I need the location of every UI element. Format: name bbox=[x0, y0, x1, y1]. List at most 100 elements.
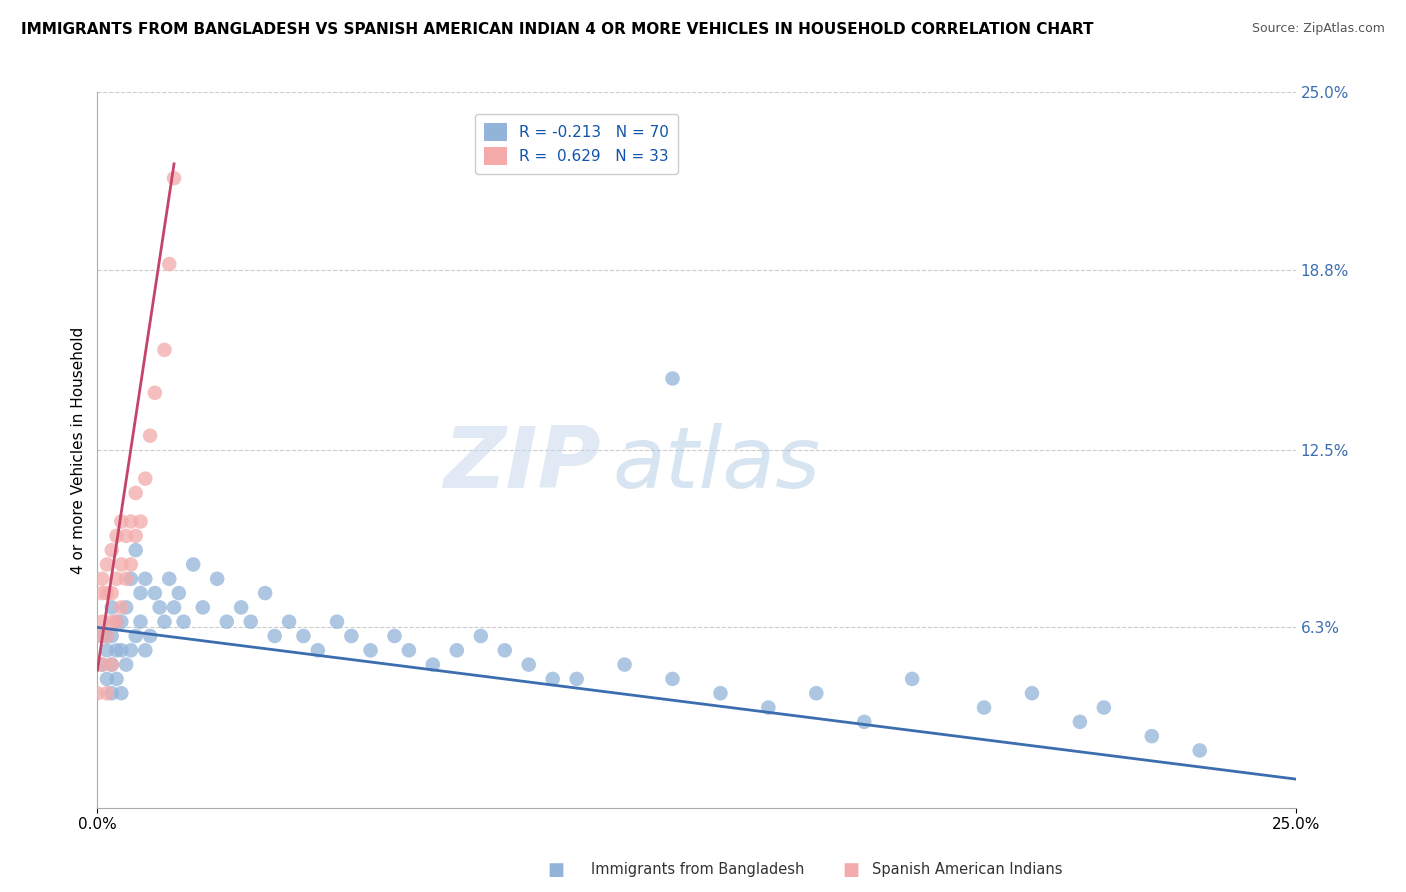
Point bbox=[100, 657, 122, 672]
Point bbox=[446, 643, 468, 657]
Point bbox=[398, 643, 420, 657]
Point bbox=[100, 543, 122, 558]
Point bbox=[806, 686, 828, 700]
Text: ■: ■ bbox=[842, 861, 859, 879]
Point bbox=[153, 615, 176, 629]
Point bbox=[115, 572, 138, 586]
Point bbox=[129, 615, 152, 629]
Point bbox=[100, 629, 122, 643]
Point bbox=[110, 615, 132, 629]
Point bbox=[105, 572, 128, 586]
Point bbox=[1069, 714, 1091, 729]
Point bbox=[115, 600, 138, 615]
Point bbox=[91, 615, 114, 629]
Point bbox=[96, 672, 118, 686]
Point bbox=[105, 615, 128, 629]
Point bbox=[263, 629, 285, 643]
Point bbox=[215, 615, 238, 629]
Point bbox=[1021, 686, 1043, 700]
Point bbox=[340, 629, 363, 643]
Point bbox=[278, 615, 301, 629]
Point bbox=[100, 657, 122, 672]
Point bbox=[231, 600, 253, 615]
Point bbox=[565, 672, 588, 686]
Text: Immigrants from Bangladesh: Immigrants from Bangladesh bbox=[591, 863, 804, 877]
Point bbox=[541, 672, 564, 686]
Point bbox=[110, 600, 132, 615]
Point bbox=[173, 615, 195, 629]
Point bbox=[96, 629, 118, 643]
Point bbox=[120, 643, 142, 657]
Point bbox=[134, 472, 156, 486]
Point bbox=[254, 586, 277, 600]
Point bbox=[139, 629, 162, 643]
Text: Source: ZipAtlas.com: Source: ZipAtlas.com bbox=[1251, 22, 1385, 36]
Point bbox=[86, 629, 108, 643]
Point bbox=[470, 629, 492, 643]
Point bbox=[110, 558, 132, 572]
Point bbox=[129, 586, 152, 600]
Point bbox=[129, 515, 152, 529]
Point bbox=[1188, 743, 1211, 757]
Point bbox=[517, 657, 540, 672]
Point bbox=[100, 600, 122, 615]
Point bbox=[100, 586, 122, 600]
Text: ZIP: ZIP bbox=[443, 423, 600, 506]
Point bbox=[96, 686, 118, 700]
Point bbox=[110, 515, 132, 529]
Point bbox=[134, 643, 156, 657]
Point bbox=[853, 714, 876, 729]
Point bbox=[96, 558, 118, 572]
Point bbox=[120, 515, 142, 529]
Point bbox=[153, 343, 176, 357]
Point bbox=[105, 643, 128, 657]
Point bbox=[120, 572, 142, 586]
Text: IMMIGRANTS FROM BANGLADESH VS SPANISH AMERICAN INDIAN 4 OR MORE VEHICLES IN HOUS: IMMIGRANTS FROM BANGLADESH VS SPANISH AM… bbox=[21, 22, 1094, 37]
Point bbox=[91, 572, 114, 586]
Point bbox=[105, 672, 128, 686]
Text: Spanish American Indians: Spanish American Indians bbox=[872, 863, 1062, 877]
Point bbox=[167, 586, 190, 600]
Point bbox=[105, 615, 128, 629]
Point bbox=[86, 686, 108, 700]
Point bbox=[115, 529, 138, 543]
Point bbox=[239, 615, 262, 629]
Point bbox=[163, 171, 186, 186]
Point bbox=[973, 700, 995, 714]
Y-axis label: 4 or more Vehicles in Household: 4 or more Vehicles in Household bbox=[72, 326, 86, 574]
Point bbox=[1092, 700, 1115, 714]
Point bbox=[125, 529, 148, 543]
Point bbox=[139, 428, 162, 442]
Point bbox=[100, 686, 122, 700]
Point bbox=[307, 643, 329, 657]
Point bbox=[1140, 729, 1163, 743]
Point bbox=[181, 558, 204, 572]
Point bbox=[613, 657, 636, 672]
Point bbox=[91, 657, 114, 672]
Point bbox=[91, 657, 114, 672]
Point bbox=[91, 586, 114, 600]
Point bbox=[110, 686, 132, 700]
Point bbox=[292, 629, 315, 643]
Point bbox=[125, 543, 148, 558]
Point bbox=[105, 529, 128, 543]
Point bbox=[143, 586, 166, 600]
Point bbox=[384, 629, 406, 643]
Point bbox=[191, 600, 214, 615]
Point bbox=[157, 572, 180, 586]
Point bbox=[360, 643, 382, 657]
Point bbox=[143, 385, 166, 400]
Point bbox=[96, 629, 118, 643]
Point bbox=[163, 600, 186, 615]
Legend: R = -0.213   N = 70, R =  0.629   N = 33: R = -0.213 N = 70, R = 0.629 N = 33 bbox=[475, 114, 678, 174]
Text: ■: ■ bbox=[547, 861, 564, 879]
Point bbox=[91, 629, 114, 643]
Point bbox=[901, 672, 924, 686]
Point bbox=[326, 615, 349, 629]
Point bbox=[110, 643, 132, 657]
Point bbox=[422, 657, 444, 672]
Point bbox=[96, 643, 118, 657]
Point bbox=[494, 643, 516, 657]
Point bbox=[157, 257, 180, 271]
Point bbox=[709, 686, 731, 700]
